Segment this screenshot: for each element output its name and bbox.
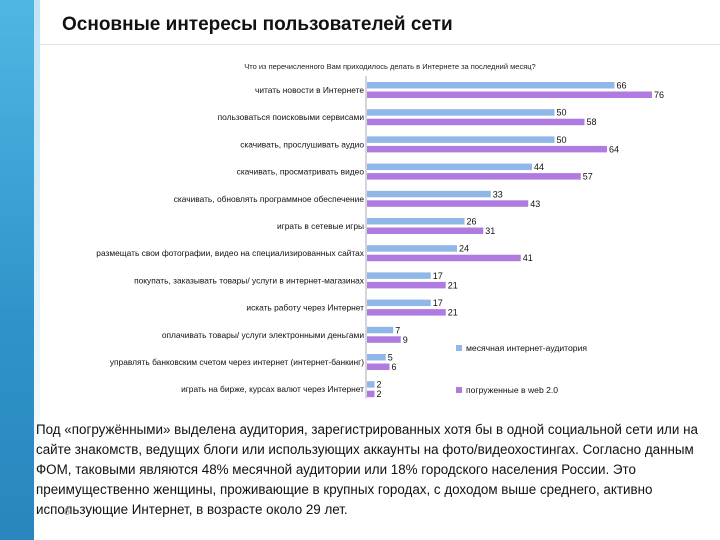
value-label-web20: 76: [654, 90, 664, 100]
value-label-web20: 41: [523, 253, 533, 263]
value-label-monthly: 2: [377, 380, 382, 390]
value-label-web20: 21: [448, 308, 458, 318]
page-title: Основные интересы пользователей сети: [62, 14, 453, 35]
bar-monthly: [367, 82, 615, 89]
bar-web20: [367, 173, 581, 180]
value-label-monthly: 24: [459, 244, 469, 254]
category-label: искать работу через Интернет: [246, 303, 364, 313]
value-label-monthly: 5: [388, 353, 393, 363]
value-label-monthly: 50: [557, 108, 567, 118]
left-decor-strip: [34, 0, 40, 540]
title-divider: [40, 44, 720, 45]
value-label-web20: 57: [583, 172, 593, 182]
value-label-web20: 9: [403, 335, 408, 345]
legend-swatch: [456, 387, 462, 393]
slide-number: 6: [64, 506, 71, 518]
bar-monthly: [367, 354, 386, 361]
category-label: читать новости в Интернете: [255, 85, 364, 95]
legend-label: месячная интернет-аудитория: [466, 343, 587, 353]
value-label-web20: 31: [485, 226, 495, 236]
bar-web20: [367, 91, 652, 98]
bar-web20: [367, 145, 607, 153]
bar-chart: Что из перечисленного Вам приходилось де…: [96, 62, 664, 399]
bar-monthly: [367, 218, 465, 225]
value-label-web20: 64: [609, 144, 619, 154]
value-label-monthly: 26: [467, 217, 477, 227]
caption-text: Под «погружёнными» выделена аудитория, з…: [36, 422, 698, 517]
bar-monthly: [367, 109, 555, 116]
bar-monthly: [367, 381, 375, 388]
legend-label: погруженные в web 2.0: [466, 385, 558, 395]
bar-web20: [367, 336, 401, 343]
category-label: управлять банковским счетом через интерн…: [110, 357, 364, 367]
value-label-monthly: 33: [493, 189, 503, 199]
category-label: пользоваться поисковыми сервисами: [218, 112, 365, 122]
bar-web20: [367, 363, 390, 370]
bar-monthly: [367, 163, 532, 171]
value-label-monthly: 7: [395, 325, 400, 335]
bar-web20: [367, 227, 484, 234]
value-label-monthly: 66: [617, 81, 627, 91]
left-decor-bar: [0, 0, 34, 540]
category-label: покупать, заказывать товары/ услуги в ин…: [134, 275, 365, 285]
value-label-web20: 6: [392, 362, 397, 372]
value-label-web20: 43: [530, 199, 540, 209]
value-label-web20: 21: [448, 280, 458, 290]
bar-monthly: [367, 299, 431, 307]
bar-monthly: [367, 326, 394, 334]
bar-monthly: [367, 272, 431, 279]
bar-web20: [367, 390, 375, 398]
chart-title: Что из перечисленного Вам приходилось де…: [244, 62, 535, 71]
bar-web20: [367, 281, 446, 289]
value-label-monthly: 17: [433, 298, 443, 308]
bar-web20: [367, 200, 529, 207]
category-label: оплачивать товары/ услуги электронными д…: [162, 330, 365, 340]
bar-monthly: [367, 190, 491, 198]
category-label: скачивать, просматривать видео: [237, 167, 365, 177]
value-label-monthly: 44: [534, 162, 544, 172]
category-label: скачивать, прослушивать аудио: [240, 139, 364, 149]
category-label: скачивать, обновлять программное обеспеч…: [174, 194, 365, 204]
bar-monthly: [367, 136, 555, 143]
bar-web20: [367, 309, 446, 316]
bar-monthly: [367, 245, 457, 252]
category-label: играть на бирже, курсах валют через Инте…: [181, 384, 364, 394]
bar-web20: [367, 254, 521, 262]
value-label-web20: 58: [587, 117, 597, 127]
value-label-monthly: 17: [433, 271, 443, 281]
value-label-web20: 2: [377, 389, 382, 399]
value-label-monthly: 50: [557, 135, 567, 145]
category-label: играть в сетевые игры: [277, 221, 364, 231]
legend-swatch: [456, 345, 462, 351]
category-label: размещать свои фотографии, видео на спец…: [96, 248, 365, 258]
bar-web20: [367, 118, 585, 126]
